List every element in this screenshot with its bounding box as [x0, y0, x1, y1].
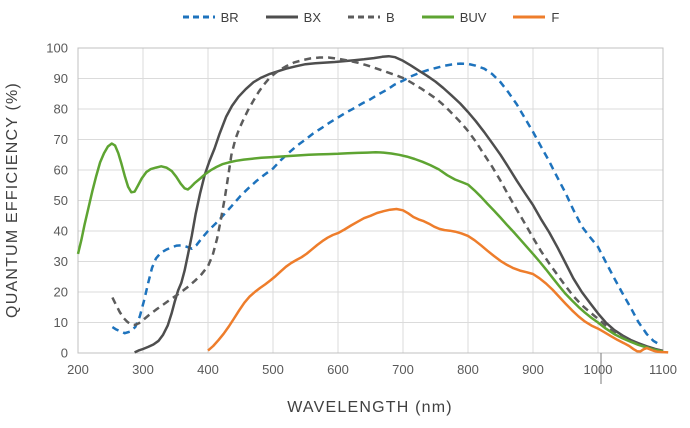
- x-axis-title: WAVELENGTH (nm): [287, 399, 453, 416]
- x-tick-label: 200: [67, 362, 89, 377]
- legend-item-B: B: [347, 10, 395, 25]
- legend-item-BR: BR: [182, 10, 239, 25]
- x-tick-label: 300: [132, 362, 154, 377]
- legend-label: BUV: [459, 9, 487, 25]
- x-tick-label: 600: [327, 362, 349, 377]
- x-tick-label: 1000: [584, 362, 613, 377]
- y-tick-label: 20: [54, 285, 68, 300]
- series-line-B: [111, 56, 664, 353]
- legend-item-BUV: BUV: [421, 9, 487, 25]
- y-tick-label: 40: [54, 224, 68, 239]
- y-tick-label: 50: [54, 193, 68, 208]
- legend-line-sample: [421, 15, 454, 19]
- y-tick-label: 70: [54, 132, 68, 147]
- x-tick-label: 500: [262, 362, 284, 377]
- x-tick-label: 800: [457, 362, 479, 377]
- x-tick-label: 900: [522, 362, 544, 377]
- chart-legend: BR BX B BUV F: [78, 6, 663, 28]
- y-tick-label: 100: [46, 41, 68, 56]
- x-tick-label: 1100: [649, 362, 677, 377]
- y-tick-label: 80: [54, 102, 68, 117]
- series-line-BX: [134, 54, 664, 354]
- data-series: [76, 54, 669, 354]
- x-tick-label: 700: [392, 362, 414, 377]
- y-axis-title: QUANTUM EFFICIENCY (%): [4, 82, 21, 318]
- legend-line-sample: [182, 15, 215, 19]
- y-tick-label: 90: [54, 71, 68, 86]
- y-tick-label: 0: [61, 346, 68, 361]
- gridlines: [77, 47, 664, 354]
- legend-label: B: [386, 9, 395, 25]
- series-line-BUV: [76, 142, 664, 353]
- plot-border: [77, 47, 664, 354]
- legend-line-sample: [513, 15, 546, 19]
- legend-label: BR: [220, 9, 239, 25]
- series-line-F: [207, 207, 669, 354]
- x-tick-label: 400: [197, 362, 219, 377]
- y-tick-label: 30: [54, 254, 68, 269]
- legend-item-F: F: [512, 10, 559, 25]
- legend-label: BX: [303, 9, 322, 25]
- legend-line-sample: [348, 15, 381, 19]
- legend-item-BX: BX: [265, 10, 321, 25]
- y-tick-label: 60: [54, 163, 68, 178]
- tick-labels: 0 10 20 30 40 50 60 70 80 90 100 200 300 400 500 600 700…: [46, 41, 677, 384]
- series-line-BR: [111, 62, 660, 345]
- legend-line-sample: [265, 15, 298, 19]
- legend-label: F: [551, 9, 560, 25]
- y-tick-label: 10: [54, 315, 68, 330]
